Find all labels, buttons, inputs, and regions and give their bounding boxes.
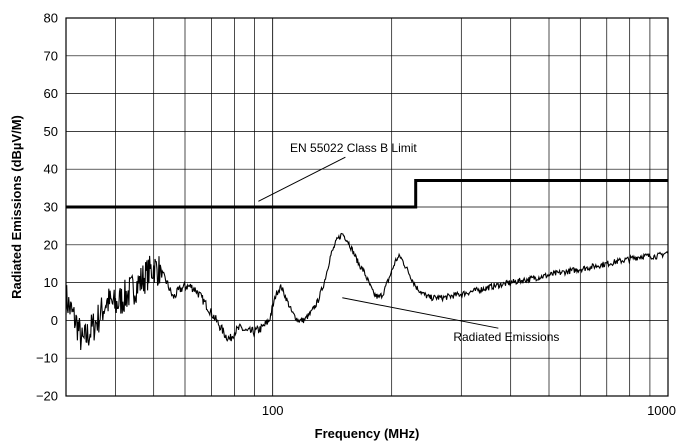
annotation-label: Radiated Emissions bbox=[453, 330, 559, 344]
y-tick-label: 50 bbox=[44, 124, 58, 139]
annotation-label: EN 55022 Class B Limit bbox=[290, 141, 417, 155]
y-tick-label: 30 bbox=[44, 200, 58, 215]
emissions-trace bbox=[65, 232, 669, 351]
y-tick-label: 60 bbox=[44, 86, 58, 101]
y-tick-label: 70 bbox=[44, 48, 58, 63]
x-axis-title: Frequency (MHz) bbox=[315, 426, 420, 441]
y-tick-label: 10 bbox=[44, 275, 58, 290]
y-tick-label: −20 bbox=[36, 389, 58, 404]
y-tick-label: −10 bbox=[36, 351, 58, 366]
x-tick-label: 100 bbox=[262, 403, 284, 418]
y-tick-label: 40 bbox=[44, 162, 58, 177]
annotations: EN 55022 Class B Limit Radiated Emissions bbox=[258, 141, 559, 344]
y-tick-label: 80 bbox=[44, 11, 58, 26]
series-layer bbox=[65, 179, 669, 351]
y-tick-label: 0 bbox=[51, 313, 58, 328]
tick-labels: −20 −10 0 10 20 30 40 50 60 70 80 100 1000 bbox=[36, 11, 676, 419]
annotation-leader bbox=[342, 297, 499, 329]
y-axis-title: Radiated Emissions (dBµV/M) bbox=[9, 115, 24, 299]
annotation-leader bbox=[258, 156, 346, 202]
plot-frame bbox=[65, 17, 669, 397]
x-tick-label: 1000 bbox=[647, 403, 676, 418]
y-tick-label: 20 bbox=[44, 237, 58, 252]
limit-line bbox=[66, 179, 668, 209]
